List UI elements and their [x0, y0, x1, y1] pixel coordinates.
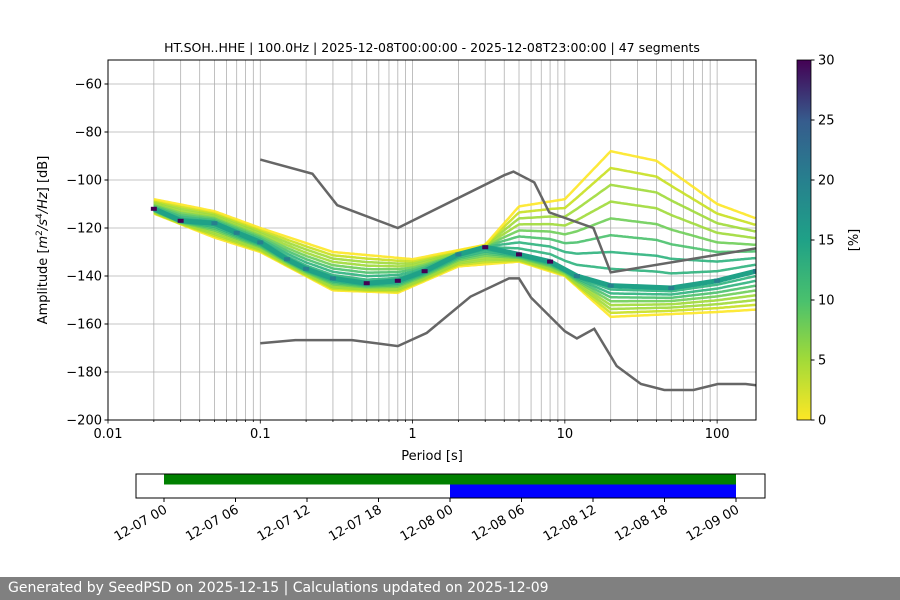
y-tick-label: −200 [66, 414, 102, 429]
mode-point [668, 286, 675, 290]
x-tick-label: 0.01 [94, 427, 123, 442]
timeline-tick-label: 12-08 18 [612, 502, 670, 544]
mode-point [303, 266, 310, 271]
timeline-tick-label: 12-07 00 [112, 502, 170, 544]
nlnm-line [260, 277, 756, 392]
footer: Generated by SeedPSD on 2025-12-15 | Cal… [0, 577, 900, 600]
axes: −200 −180 −160 −140 −120 −100 −80 −60 0.01 0.1 1 10… [66, 78, 729, 443]
x-axis-label: Period [s] [401, 449, 463, 464]
density-core [152, 206, 756, 291]
ppsd-chart: HT.SOH..HHE | 100.0Hz | 2025-12-08T00:00… [35, 40, 862, 545]
mode-point [257, 240, 264, 245]
colorbar-label: [%] [847, 229, 862, 252]
colorbar-tick-label: 0 [818, 414, 826, 429]
psd-density [150, 149, 756, 319]
timeline-tick-label: 12-08 06 [469, 502, 527, 544]
y-tick-label: −60 [75, 78, 102, 93]
mode-point [516, 252, 523, 257]
timeline-tick-label: 12-08 00 [398, 502, 456, 544]
mode-point [547, 259, 554, 264]
available-data-bar [164, 474, 736, 485]
nhnm-line [259, 158, 756, 274]
y-tick-label: −140 [66, 270, 102, 285]
timeline-tick-label: 12-07 12 [255, 502, 313, 544]
y-tick-label: −100 [66, 174, 102, 189]
timeline-tick-label: 12-07 06 [183, 502, 241, 544]
x-tick-label: 0.1 [250, 427, 271, 442]
x-tick-label: 100 [705, 427, 730, 442]
mode-point [714, 278, 721, 283]
mode-point [573, 274, 580, 278]
x-tick-label: 10 [557, 427, 574, 442]
mode-point [482, 245, 489, 250]
mode-point [455, 252, 462, 257]
timeline-tick-label: 12-08 12 [541, 502, 599, 544]
y-axis-label: Amplitude [m2/s4/Hz] [dB] [35, 156, 51, 325]
mode-point [211, 221, 218, 226]
density-band [153, 149, 756, 261]
noise-models [259, 158, 756, 392]
y-tick-label: −120 [66, 222, 102, 237]
mode-point [607, 283, 614, 288]
mode-point [421, 269, 428, 274]
mode-point [394, 278, 401, 283]
colorbar-tick-label: 20 [818, 174, 835, 189]
x-tick-label: 1 [408, 427, 416, 442]
used-data-bar [450, 484, 736, 498]
y-tick-label: −80 [75, 126, 102, 141]
mode-point [177, 218, 184, 223]
colorbar-tick-label: 5 [818, 354, 826, 369]
mode-point [284, 257, 291, 262]
colorbar-tick-label: 10 [818, 294, 835, 309]
mode-point [753, 269, 756, 274]
colorbar-tick-label: 25 [818, 114, 835, 129]
y-tick-label: −160 [66, 318, 102, 333]
mode-point [329, 276, 336, 281]
y-tick-label: −180 [66, 366, 102, 381]
colorbar-ticks: 0 5 10 15 20 25 30 [811, 54, 835, 429]
colorbar [796, 59, 812, 421]
mode-point [233, 230, 240, 235]
plot-frame [107, 59, 757, 421]
colorbar-tick-label: 30 [818, 54, 835, 69]
colorbar-tick-label: 15 [818, 234, 835, 249]
mode-point [363, 281, 370, 286]
mode-point [150, 206, 157, 211]
timeline-tick-label: 12-09 00 [684, 502, 742, 544]
chart-title: HT.SOH..HHE | 100.0Hz | 2025-12-08T00:00… [164, 40, 700, 55]
timeline-tick-label: 12-07 18 [326, 502, 384, 544]
